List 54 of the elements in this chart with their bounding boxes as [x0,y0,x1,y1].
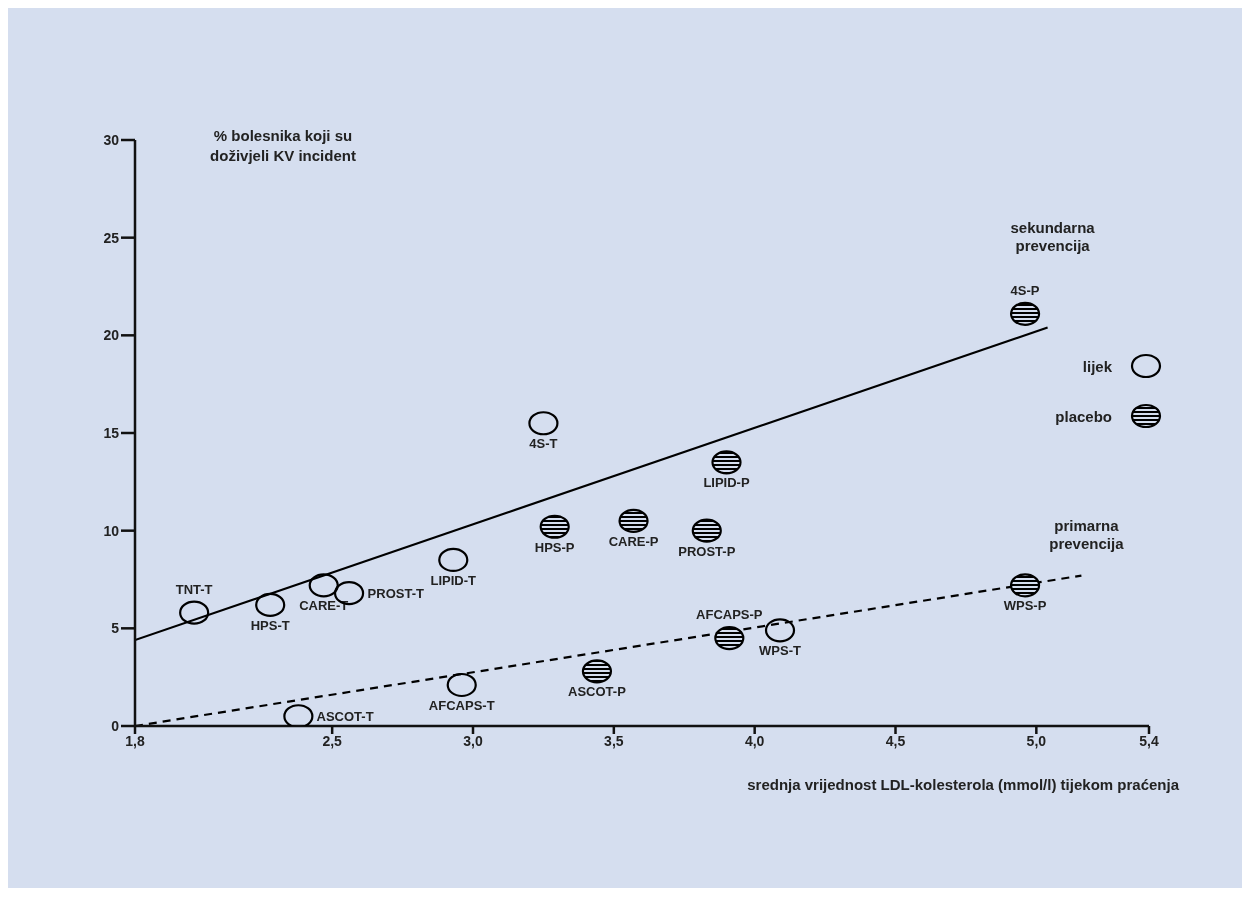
point [1009,573,1041,598]
x-tick-label: 2,5 [322,732,343,749]
point [691,518,722,543]
point [446,672,477,698]
y-tick-label: 5 [111,620,120,637]
point [438,547,469,573]
annotation: HPS-P [534,539,575,555]
x-tick-label: 3,0 [463,732,483,749]
legend-label: placebo [1055,407,1112,425]
annotation: 4S-T [529,436,558,452]
annotation: LIPID-P [703,475,750,491]
annotation: PROST-P [678,543,736,559]
x-axis-title: srednja vrijednost LDL-kolesterola (mmol/l) tijekom praćenja [747,776,1179,793]
point [714,626,745,651]
x-tick-label: 5,0 [1026,732,1047,749]
annotation: primarna prevencija [1049,516,1125,552]
annotation: WPS-T [759,643,802,659]
x-tick-label: 3,5 [604,732,624,749]
point [179,600,210,625]
x-tick-label: 5,4 [1139,732,1159,749]
y-tick-label: 10 [103,522,120,539]
point [711,450,742,475]
annotation: ASCOT-T [316,709,374,725]
x-tick-label: 1,8 [125,732,145,749]
annotation: TNT-T [175,581,213,597]
annotation: AFCAPS-P [696,607,763,623]
annotation: sekundarna prevencija [1010,218,1096,254]
point [308,573,339,598]
annotation: LIPID-T [430,572,477,588]
y-tick-label: 25 [103,229,120,246]
legend-label: lijek [1082,357,1112,375]
annotation: 4S-P [1010,282,1040,298]
annotation: ASCOT-P [568,684,627,700]
y-axis-title: % bolesnika koji su doživjeli KV incident [209,126,357,166]
point [618,508,649,533]
point [283,704,314,726]
y-tick-label: 0 [111,717,120,734]
annotation: HPS-T [250,617,290,633]
point [581,659,613,684]
y-tick-label: 20 [103,327,120,344]
annotation: AFCAPS-T [428,697,495,713]
y-tick-label: 15 [103,424,120,441]
x-tick-label: 4,0 [744,732,765,749]
point [539,514,570,539]
point [1009,301,1041,326]
point [528,411,559,436]
y-tick-label: 30 [103,131,120,148]
annotation: CARE-P [608,533,659,549]
point [255,592,286,617]
point [764,618,796,643]
annotation: CARE-T [299,598,349,614]
annotation: WPS-P [1003,598,1047,614]
annotation: PROST-T [367,586,424,602]
x-tick-label: 4,5 [885,732,906,749]
